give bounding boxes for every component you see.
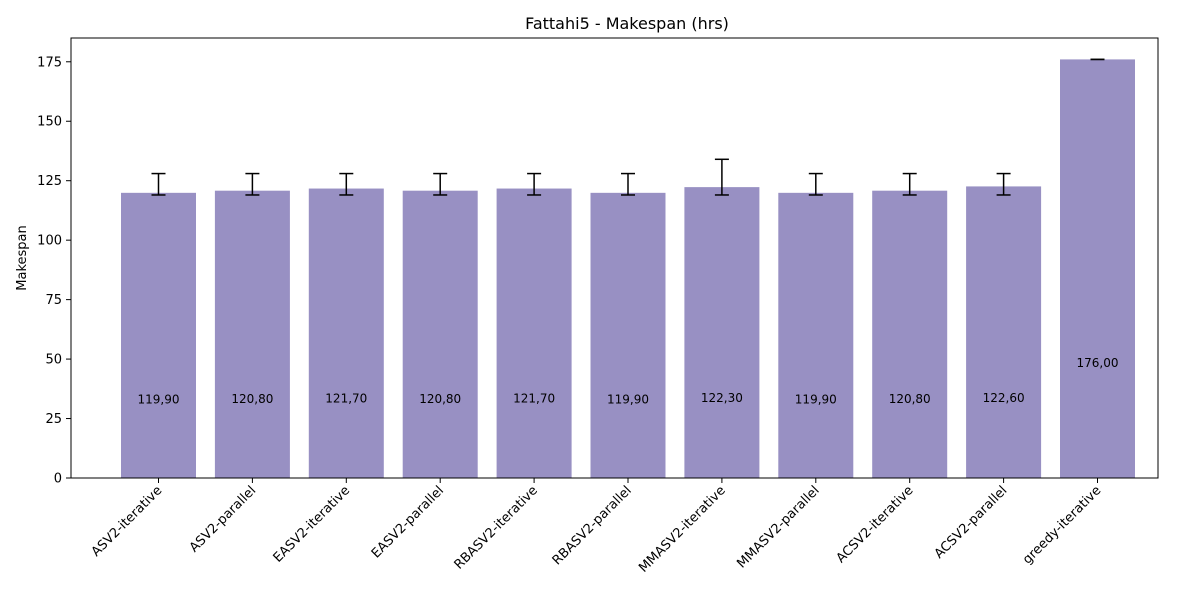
x-tick-label: EASV2-parallel (369, 483, 447, 561)
error-bars (151, 58, 1105, 196)
y-axis-ticks: 0 25 50 75 100 125 150 175 (37, 55, 71, 487)
bar (402, 190, 478, 478)
y-tick-label: 150 (37, 115, 62, 130)
bar (966, 186, 1042, 478)
x-tick-label: MMASV2-iterative (636, 483, 729, 576)
bar (1060, 59, 1135, 479)
bar-value-label: 122,60 (983, 391, 1025, 405)
x-tick-label: ACSV2-iterative (834, 483, 917, 566)
bar (778, 192, 854, 478)
bar (496, 188, 572, 479)
bars (121, 59, 1135, 479)
bar (590, 192, 666, 478)
chart-title: Fattahi5 - Makespan (hrs) (525, 14, 729, 33)
x-tick-label: RBASV2-parallel (550, 483, 635, 568)
bar-value-label: 119,90 (607, 393, 649, 407)
y-axis-label: Makespan (15, 225, 30, 290)
bar-value-label: 119,90 (138, 393, 180, 407)
bar-value-label: 176,00 (1077, 356, 1119, 370)
x-tick-label: RBASV2-iterative (452, 483, 541, 572)
bar-value-label: 119,90 (795, 393, 837, 407)
y-tick-label: 75 (45, 293, 62, 308)
x-tick-label: MMASV2-parallel (734, 483, 822, 571)
y-tick-label: 0 (54, 472, 62, 487)
x-tick-label: ASV2-iterative (89, 483, 166, 560)
bar (872, 190, 948, 478)
y-tick-label: 175 (37, 55, 62, 70)
bar-value-label: 121,70 (513, 391, 555, 405)
bar (308, 188, 384, 479)
bar-value-label: 120,80 (889, 392, 931, 406)
bar-value-label: 122,30 (701, 391, 743, 405)
bar-value-labels: 119,90 120,80 121,70 120,80 121,70 119,90 122,… (138, 356, 1119, 407)
bar (684, 187, 760, 478)
x-tick-label: ACSV2-parallel (932, 483, 1011, 562)
x-tick-label: EASV2-iterative (271, 483, 353, 565)
bar-value-label: 120,80 (231, 392, 273, 406)
x-tick-label: ASV2-parallel (187, 483, 259, 555)
bar-value-label: 120,80 (419, 392, 461, 406)
x-axis-ticks: ASV2-iterative ASV2-parallel EASV2-iterati… (89, 478, 1104, 576)
y-tick-label: 50 (45, 353, 62, 368)
y-tick-label: 25 (45, 412, 62, 427)
y-tick-label: 100 (37, 234, 62, 249)
bar (121, 192, 196, 478)
plot-frame (70, 37, 1159, 479)
bar-value-label: 121,70 (325, 391, 367, 405)
x-tick-label: greedy-iterative (1020, 483, 1104, 567)
bar (214, 190, 290, 478)
y-tick-label: 125 (37, 174, 62, 189)
